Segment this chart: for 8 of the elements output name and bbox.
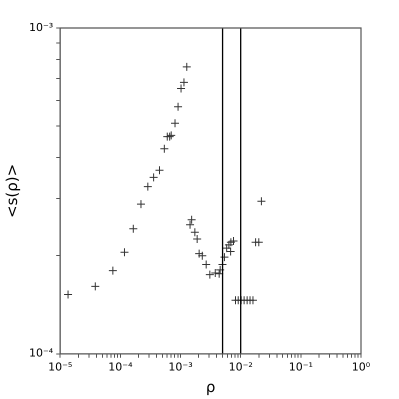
x-tick-label: 10⁻³ (168, 360, 193, 374)
x-tick-label: 10⁻² (228, 360, 253, 374)
x-tick-label: 10⁻⁵ (48, 360, 72, 374)
x-tick-label: 10⁰ (352, 360, 371, 374)
x-tick-label: 10⁻¹ (288, 360, 313, 374)
x-axis-title: ρ (206, 378, 216, 396)
x-tick-label: 10⁻⁴ (108, 360, 134, 374)
y-axis-title: <s(ρ)> (2, 164, 21, 218)
